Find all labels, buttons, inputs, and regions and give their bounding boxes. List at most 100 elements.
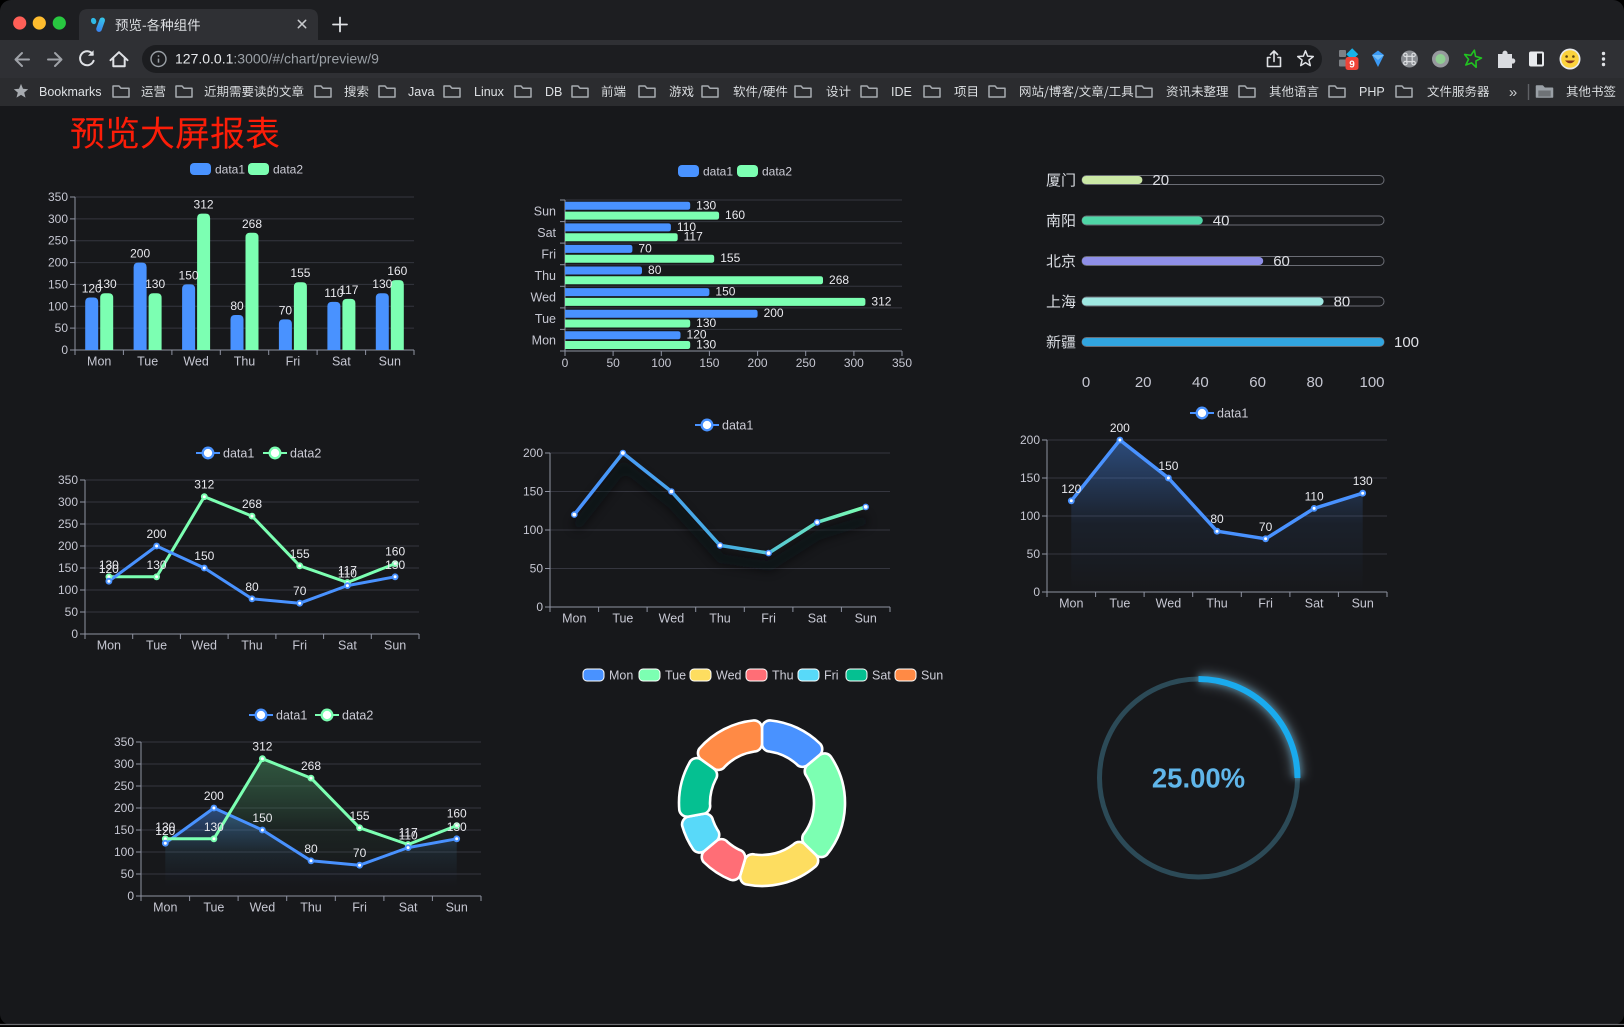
svg-text:PHP: PHP bbox=[1359, 85, 1385, 99]
svg-text:350: 350 bbox=[48, 190, 68, 204]
svg-text:data1: data1 bbox=[703, 165, 733, 179]
svg-text:Fri: Fri bbox=[286, 355, 301, 369]
svg-text:120: 120 bbox=[687, 328, 707, 342]
svg-text:200: 200 bbox=[204, 789, 224, 803]
svg-text:80: 80 bbox=[1210, 512, 1224, 526]
svg-text:Thu: Thu bbox=[1206, 597, 1228, 611]
svg-text:150: 150 bbox=[58, 561, 78, 575]
svg-text:200: 200 bbox=[58, 539, 78, 553]
svg-text:110: 110 bbox=[338, 567, 357, 581]
svg-text:Sun: Sun bbox=[921, 669, 943, 683]
svg-text:Tue: Tue bbox=[203, 901, 224, 915]
svg-text:Mon: Mon bbox=[609, 669, 633, 683]
svg-text:80: 80 bbox=[648, 263, 662, 277]
svg-text:120: 120 bbox=[1061, 482, 1081, 496]
svg-text:100: 100 bbox=[1020, 509, 1040, 523]
svg-text:117: 117 bbox=[338, 564, 357, 578]
svg-text:Thu: Thu bbox=[534, 269, 556, 283]
svg-text:Tue: Tue bbox=[137, 355, 158, 369]
svg-text:268: 268 bbox=[242, 217, 262, 231]
svg-text:20: 20 bbox=[1135, 374, 1152, 391]
svg-text:Fri: Fri bbox=[824, 669, 839, 683]
svg-text:150: 150 bbox=[114, 823, 134, 837]
svg-text:70: 70 bbox=[638, 241, 652, 255]
svg-text:155: 155 bbox=[350, 809, 370, 823]
svg-text:200: 200 bbox=[748, 356, 768, 370]
svg-text:data2: data2 bbox=[762, 165, 792, 179]
svg-text:250: 250 bbox=[48, 234, 68, 248]
svg-text:Wed: Wed bbox=[531, 291, 557, 305]
svg-text:Thu: Thu bbox=[772, 669, 794, 683]
svg-text:160: 160 bbox=[725, 208, 745, 222]
svg-text:80: 80 bbox=[230, 299, 244, 313]
svg-text:80: 80 bbox=[245, 580, 259, 594]
svg-text:0: 0 bbox=[1033, 585, 1040, 599]
svg-text:Sat: Sat bbox=[1305, 597, 1324, 611]
svg-text:70: 70 bbox=[1259, 520, 1273, 534]
svg-text:70: 70 bbox=[353, 846, 367, 860]
svg-text:Thu: Thu bbox=[241, 639, 263, 653]
svg-text:130: 130 bbox=[97, 277, 117, 291]
svg-text:268: 268 bbox=[829, 273, 849, 287]
svg-text:250: 250 bbox=[796, 356, 816, 370]
svg-text:50: 50 bbox=[65, 605, 79, 619]
svg-text:Sat: Sat bbox=[399, 901, 418, 915]
svg-text:268: 268 bbox=[242, 497, 262, 511]
svg-text:Sun: Sun bbox=[446, 901, 468, 915]
svg-text:data2: data2 bbox=[273, 163, 303, 177]
svg-text:200: 200 bbox=[48, 256, 68, 270]
svg-text:Mon: Mon bbox=[1059, 597, 1083, 611]
svg-text:Wed: Wed bbox=[1156, 597, 1182, 611]
svg-text:80: 80 bbox=[1306, 374, 1323, 391]
svg-text:110: 110 bbox=[677, 220, 696, 234]
svg-text:Thu: Thu bbox=[234, 355, 256, 369]
svg-text:150: 150 bbox=[715, 285, 735, 299]
svg-text:120: 120 bbox=[99, 562, 119, 576]
svg-text:117: 117 bbox=[684, 230, 703, 244]
svg-text:312: 312 bbox=[871, 294, 891, 308]
svg-text:110: 110 bbox=[324, 286, 343, 300]
svg-text:Mon: Mon bbox=[153, 901, 177, 915]
svg-text:150: 150 bbox=[179, 268, 199, 282]
svg-text:data2: data2 bbox=[290, 447, 321, 461]
svg-text:0: 0 bbox=[1082, 374, 1090, 391]
svg-text:300: 300 bbox=[114, 757, 134, 771]
svg-text:150: 150 bbox=[699, 356, 719, 370]
svg-text:Sun: Sun bbox=[379, 355, 401, 369]
svg-text:110: 110 bbox=[399, 829, 418, 843]
svg-text:»: » bbox=[1509, 84, 1517, 101]
svg-text:70: 70 bbox=[293, 584, 307, 598]
svg-text:Sun: Sun bbox=[534, 204, 556, 218]
svg-text:150: 150 bbox=[252, 811, 272, 825]
svg-text:DB: DB bbox=[545, 85, 562, 99]
svg-text:Java: Java bbox=[408, 85, 434, 99]
svg-text:0: 0 bbox=[536, 600, 543, 614]
svg-text:160: 160 bbox=[385, 545, 405, 559]
svg-text:Mon: Mon bbox=[562, 612, 586, 626]
svg-text:150: 150 bbox=[1020, 471, 1040, 485]
svg-text:200: 200 bbox=[130, 247, 150, 261]
svg-text:312: 312 bbox=[194, 198, 214, 212]
svg-text:Mon: Mon bbox=[97, 639, 121, 653]
svg-text:50: 50 bbox=[1027, 547, 1041, 561]
svg-text:Sat: Sat bbox=[332, 355, 351, 369]
svg-text:50: 50 bbox=[606, 356, 620, 370]
svg-text:155: 155 bbox=[720, 251, 740, 265]
svg-text:Sun: Sun bbox=[855, 612, 877, 626]
svg-text:160: 160 bbox=[387, 264, 407, 278]
svg-text:200: 200 bbox=[147, 527, 167, 541]
svg-text:Tue: Tue bbox=[665, 669, 686, 683]
svg-text:Bookmarks: Bookmarks bbox=[39, 85, 102, 99]
svg-text:150: 150 bbox=[523, 485, 543, 499]
svg-text:Fri: Fri bbox=[292, 639, 307, 653]
svg-text:200: 200 bbox=[523, 446, 543, 460]
svg-text:Sat: Sat bbox=[808, 612, 827, 626]
svg-text:Fri: Fri bbox=[761, 612, 776, 626]
svg-text:130: 130 bbox=[696, 198, 716, 212]
svg-text:200: 200 bbox=[764, 306, 784, 320]
svg-text:155: 155 bbox=[290, 547, 310, 561]
svg-text:300: 300 bbox=[48, 212, 68, 226]
svg-text:120: 120 bbox=[82, 282, 102, 296]
svg-text:350: 350 bbox=[892, 356, 912, 370]
svg-text:130: 130 bbox=[99, 558, 119, 572]
